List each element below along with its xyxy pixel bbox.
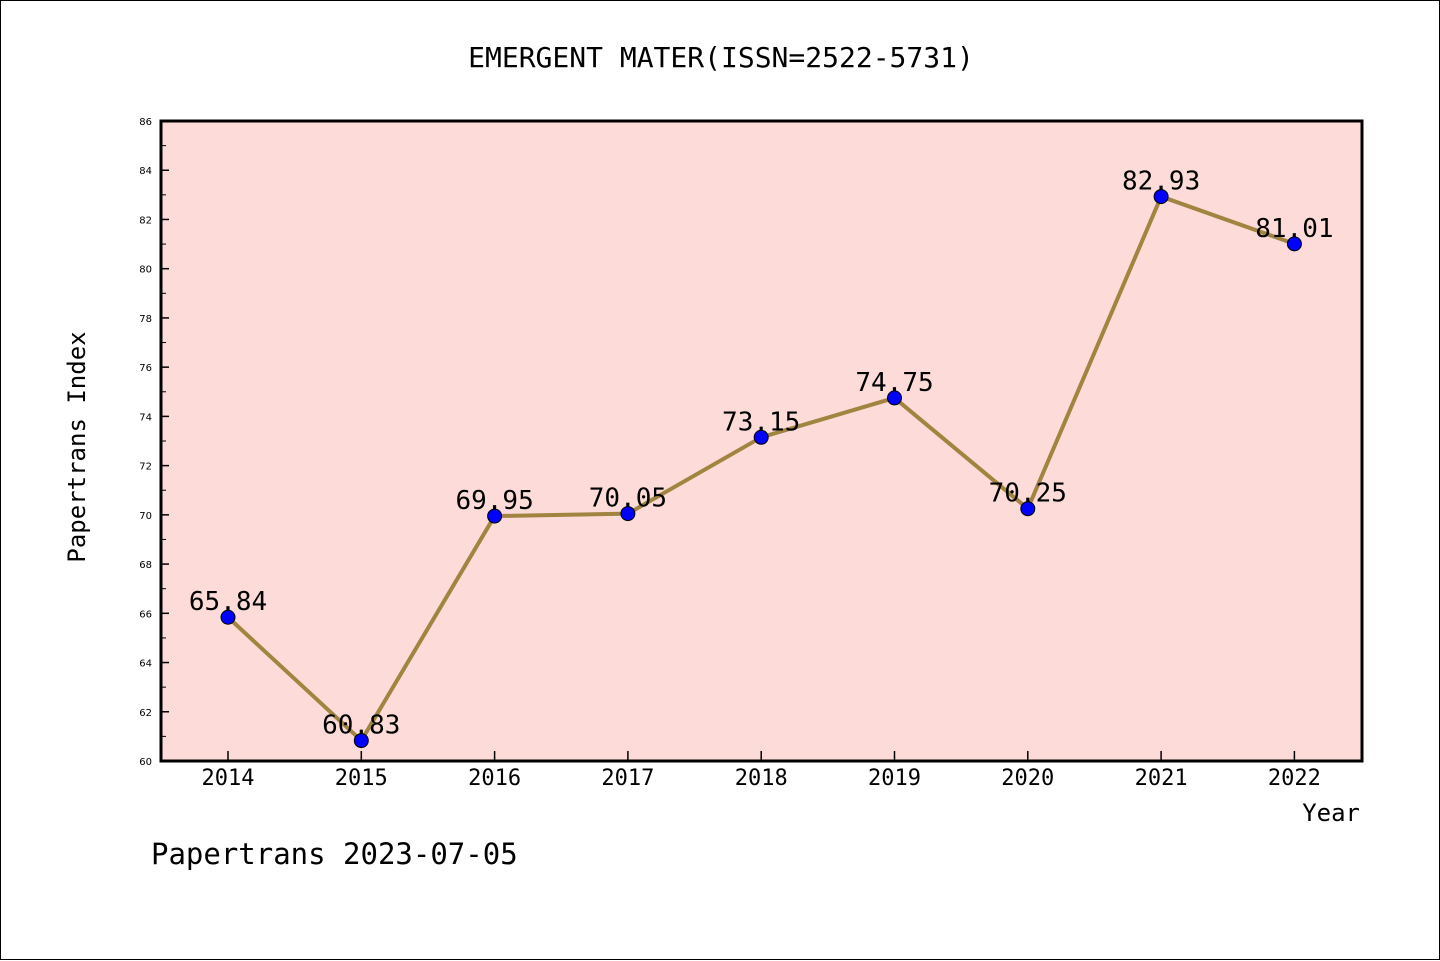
y-tick-label: 60	[139, 757, 152, 768]
y-tick-label: 76	[139, 363, 152, 374]
x-tick-label: 2022	[1268, 766, 1321, 791]
data-label: 70.25	[989, 479, 1067, 509]
data-label: 65.84	[189, 587, 267, 617]
y-tick-label: 80	[139, 265, 152, 276]
data-label: 82.93	[1122, 167, 1200, 197]
y-tick-label: 74	[139, 412, 152, 423]
x-tick-label: 2017	[601, 766, 654, 791]
footer-text: Papertrans 2023-07-05	[151, 837, 518, 871]
x-tick-label: 2014	[202, 766, 255, 791]
data-point	[1286, 236, 1302, 252]
plot-border	[159, 119, 1364, 763]
x-axis-label: Year	[1302, 799, 1360, 827]
data-point	[753, 429, 769, 445]
y-tick-label: 78	[139, 314, 152, 325]
x-axis-ticks: 2014 2015 2016 2017 2018 2019 2020 2021 2022	[202, 751, 1321, 791]
x-tick-label: 2019	[868, 766, 921, 791]
data-point	[1153, 189, 1169, 205]
y-tick-label: 68	[139, 560, 152, 571]
x-tick-label: 2018	[735, 766, 788, 791]
y-tick-label: 70	[139, 511, 152, 522]
chart-title: EMERGENT MATER(ISSN=2522-5731)	[468, 41, 974, 74]
data-point	[353, 733, 369, 749]
data-point	[1020, 501, 1036, 517]
x-tick-label: 2016	[468, 766, 521, 791]
data-label: 69.95	[455, 486, 533, 516]
data-point	[487, 508, 503, 524]
y-tick-label: 66	[139, 609, 152, 620]
data-label: 81.01	[1255, 214, 1333, 244]
y-tick-label: 82	[139, 215, 152, 226]
data-point	[887, 390, 902, 406]
series-papertrans-index: 65.84 60.83 69.95 70.05 73.15 74.75 70.25 82.93…	[189, 167, 1334, 749]
y-tick-label: 62	[139, 708, 152, 719]
data-label: 74.75	[855, 368, 933, 398]
x-tick-label: 2020	[1001, 766, 1054, 791]
data-point	[620, 506, 636, 522]
data-label: 73.15	[722, 407, 800, 437]
y-tick-label: 64	[139, 659, 152, 670]
data-label: 60.83	[322, 711, 400, 741]
y-axis-label: Papertrans Index	[63, 331, 91, 562]
x-tick-label: 2021	[1135, 766, 1188, 791]
x-tick-label: 2015	[335, 766, 388, 791]
data-point	[220, 609, 236, 625]
y-tick-label: 86	[139, 117, 152, 128]
data-label: 70.05	[589, 484, 667, 514]
y-tick-label: 72	[139, 462, 152, 473]
y-tick-label: 84	[139, 166, 152, 177]
